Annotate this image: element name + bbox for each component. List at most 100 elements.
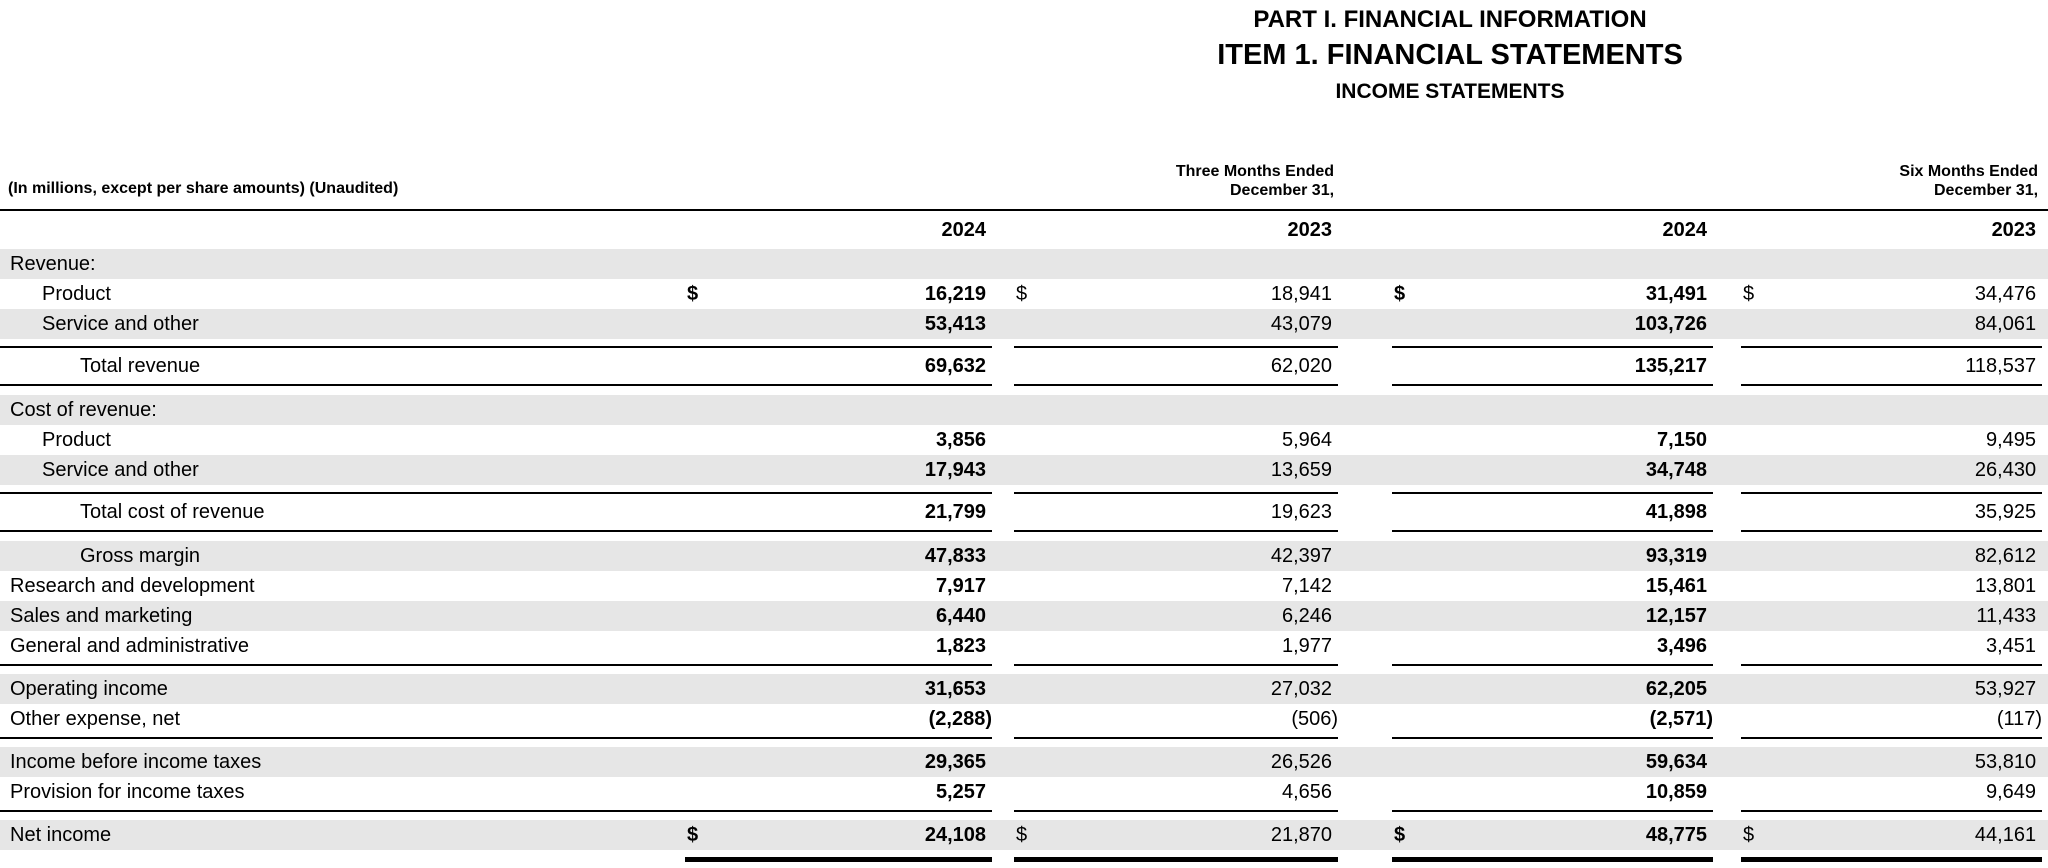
spacer-row [0,531,2048,541]
row-label: Provision for income taxes [0,777,685,807]
cell-value: 13,801 [1806,571,2042,601]
cell-value: 3,856 [760,425,992,455]
cell-value: (117) [1806,704,2042,734]
cell-value: 11,433 [1806,601,2042,631]
cell-value: 31,491 [1462,279,1713,309]
currency-symbol: $ [1741,279,1806,309]
cell-value: 41,898 [1462,493,1713,531]
cell-value: 12,157 [1462,601,1713,631]
cell-value: 9,495 [1806,425,2042,455]
spacer-row [0,850,2048,860]
cell-value: 9,649 [1806,777,2042,807]
row-label: Revenue: [0,249,685,279]
period-header-three-months: Three Months Ended December 31, [685,108,1338,210]
year-header-row: 2024 2023 2024 2023 [0,210,2048,249]
cell-value: 6,246 [1080,601,1338,631]
cell-value: 29,365 [760,747,992,777]
cell-value: 47,833 [760,541,992,571]
cell-value: 53,927 [1806,674,2042,704]
currency-symbol: $ [1014,279,1080,309]
cell-value: 103,726 [1462,309,1713,339]
row-label: Service and other [0,309,685,339]
table-row: Product 3,856 5,964 7,150 9,495 [0,425,2048,455]
cell-value: 34,476 [1806,279,2042,309]
section-row: Revenue: [0,249,2048,279]
cell-value: 3,451 [1806,631,2042,661]
header-edge [2042,108,2048,210]
year-header: 2024 [1462,210,1713,249]
cell-value: 1,977 [1080,631,1338,661]
item-title: ITEM 1. FINANCIAL STATEMENTS [852,39,2048,71]
row-label: Product [0,279,685,309]
row-label: Product [0,425,685,455]
section-row: Cost of revenue: [0,395,2048,425]
cell-value: (2,288) [760,704,992,734]
row-label: Total revenue [0,347,685,385]
cell-value: 5,257 [760,777,992,807]
cell-value: 62,020 [1080,347,1338,385]
cell-value: 15,461 [1462,571,1713,601]
cell-value: (2,571) [1462,704,1713,734]
table-row: General and administrative 1,823 1,977 3,49… [0,631,2048,661]
cell-value: 43,079 [1080,309,1338,339]
cell-value: 42,397 [1080,541,1338,571]
table-caption: (In millions, except per share amounts) … [0,108,685,210]
year-header: 2023 [1080,210,1338,249]
document-titles: PART I. FINANCIAL INFORMATION ITEM 1. FI… [852,6,2048,104]
row-label: Other expense, net [0,704,685,734]
table-row: Other expense, net (2,288) (506) (2,571) (11… [0,704,2048,734]
year-header: 2024 [760,210,992,249]
cell-value: (506) [1080,704,1338,734]
spacer-row [0,385,2048,395]
cell-value: 26,526 [1080,747,1338,777]
cell-value: 7,150 [1462,425,1713,455]
cell-value: 7,917 [760,571,992,601]
row-label: Total cost of revenue [0,493,685,531]
year-header: 2023 [1806,210,2042,249]
currency-symbol: $ [685,279,760,309]
table-row: Product$16,219$18,941$31,491$34,476 [0,279,2048,309]
period-header-line1: Three Months Ended [685,162,1334,181]
cell-value: 19,623 [1080,493,1338,531]
rule-row [0,665,2048,674]
spacer-row [0,485,2048,493]
row-label: Service and other [0,455,685,485]
cell-value: 1,823 [760,631,992,661]
cell-value: 93,319 [1462,541,1713,571]
cell-value: 35,925 [1806,493,2042,531]
cell-value: 82,612 [1806,541,2042,571]
row-label: General and administrative [0,631,685,661]
cell-value: 69,632 [760,347,992,385]
table-header-row: (In millions, except per share amounts) … [0,108,2048,210]
period-header-line2: December 31, [1392,181,2038,200]
cell-value: 21,799 [760,493,992,531]
total-row: Total cost of revenue 21,799 19,623 41,898 3… [0,493,2048,531]
cell-value: 10,859 [1462,777,1713,807]
cell-value: 13,659 [1080,455,1338,485]
row-label: Sales and marketing [0,601,685,631]
part-title: PART I. FINANCIAL INFORMATION [852,6,2048,33]
cell-value: 118,537 [1806,347,2042,385]
cell-value: 34,748 [1462,455,1713,485]
row-label: Gross margin [0,541,685,571]
header-gap [1338,108,1392,210]
cell-value: 26,430 [1806,455,2042,485]
rule-row [0,811,2048,820]
period-header-line2: December 31, [685,181,1334,200]
period-header-six-months: Six Months Ended December 31, [1392,108,2042,210]
rule-row [0,738,2048,747]
income-statements-table: (In millions, except per share amounts) … [0,108,2048,868]
cell-value: 16,219 [760,279,992,309]
row-label: Operating income [0,674,685,704]
cell-value: 84,061 [1806,309,2042,339]
cell-value: 3,496 [1462,631,1713,661]
cell-value: 62,205 [1462,674,1713,704]
cell-value: 5,964 [1080,425,1338,455]
double-rule-row [0,860,2048,868]
